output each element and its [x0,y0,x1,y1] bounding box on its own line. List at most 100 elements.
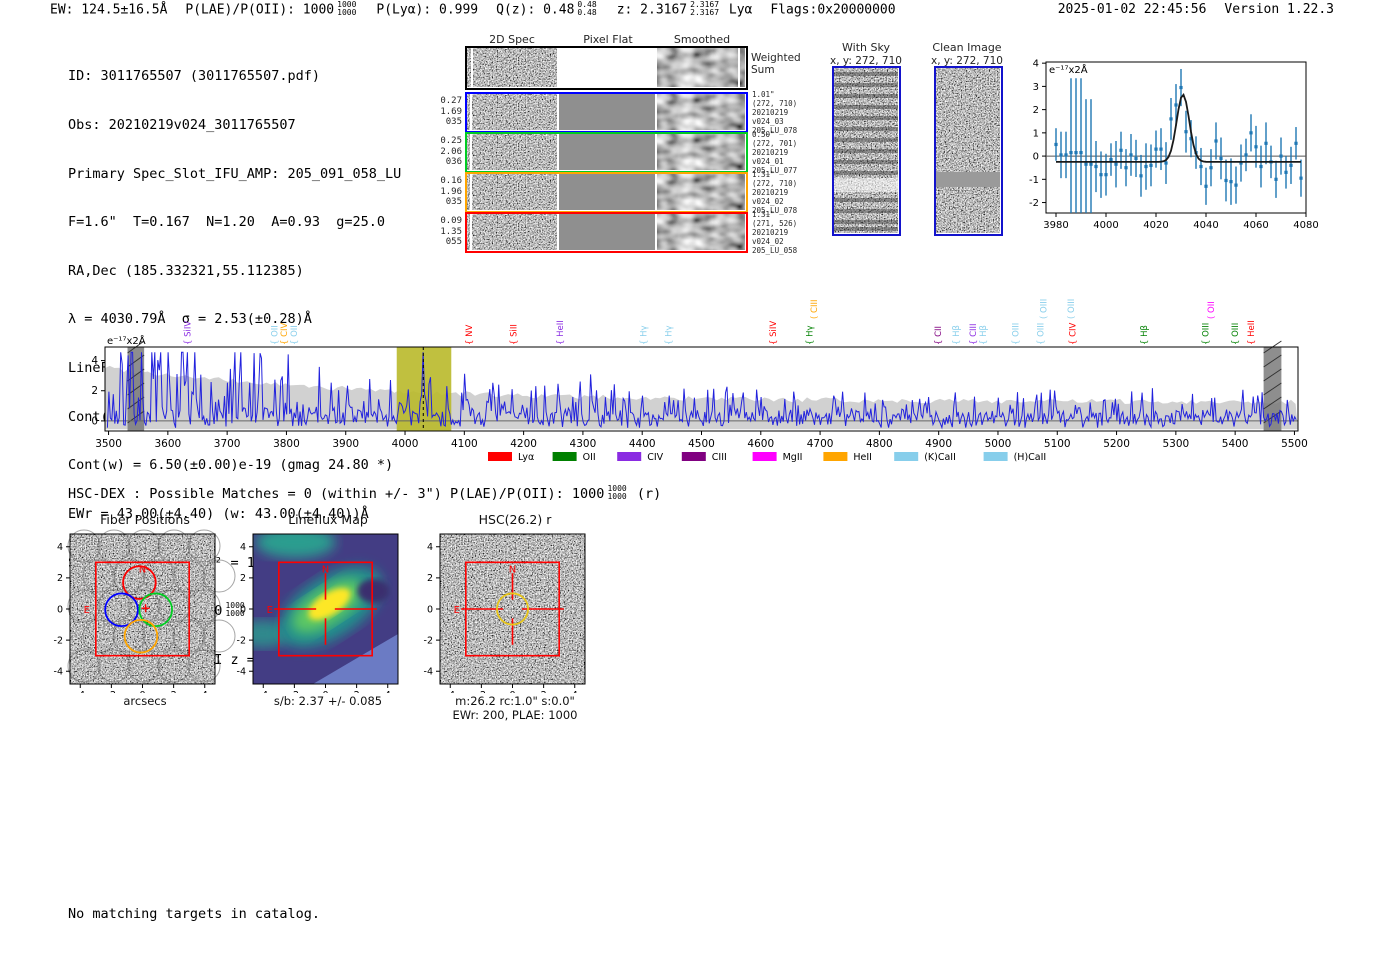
svg-text:{ OIII: { OIII [1201,323,1211,345]
spec2d-row-left-label: 0.27 1.69 035 [440,96,462,127]
spec2d-row-right-label: 1.01" (272, 710) 20210219 v024_03 205_LU_078 [752,90,798,135]
svg-text:( CIII: ( CIII [810,300,820,319]
catalog-match-note: No matching targets in catalog. Row inte… [68,876,320,953]
svg-text:0: 0 [240,604,246,615]
spec2d-row [465,132,748,173]
svg-text:{ Hβ: { Hβ [952,325,962,345]
svg-text:( OIII: ( OIII [1067,299,1077,319]
svg-text:4000: 4000 [1093,220,1118,231]
weighted-sum-row [465,46,748,90]
svg-text:E: E [267,605,273,616]
svg-text:4100: 4100 [451,438,478,450]
fiber-positions-panel: -4 -2 0 2 4 -4 -2 0 2 4 N E [54,529,236,693]
ew-value: EW: 124.5±16.5Å [50,2,168,18]
svg-text:(K)CaII: (K)CaII [924,452,956,463]
svg-text:{ CIV: { CIV [1069,322,1079,345]
svg-text:3900: 3900 [332,438,359,450]
svg-text:-2: -2 [237,635,246,646]
svg-text:4: 4 [240,542,246,553]
svg-text:4: 4 [57,542,63,553]
z-value: z: 2.3167 [616,2,688,18]
info-plae-fraction: 1000 1000 [225,601,245,619]
svg-text:{ Hγ: { Hγ [664,325,674,345]
hsc-r-panel: -4 -2 0 2 4 -4 -2 0 2 4 N E [424,533,586,693]
spec2d-row-left-label: 0.16 1.96 035 [440,176,462,207]
spec2d-row-left-label: 0.25 2.06 036 [440,136,462,167]
info-ifu-amp: Primary Spec_Slot_IFU_AMP: 205_091_058_L… [68,165,402,182]
svg-text:-4: -4 [76,690,85,693]
lineflux-map-xlabel: s/b: 2.37 +/- 0.085 [273,694,383,708]
info-ra-dec: RA,Dec (185.332321,55.112385) [68,262,304,279]
svg-text:CIV: CIV [647,452,663,463]
svg-text:{ OII: { OII [290,325,300,345]
svg-text:0: 0 [91,415,98,427]
svg-text:{ CIII: { CIII [969,323,979,345]
svg-text:{ CIV: { CIV [280,322,290,345]
svg-text:0: 0 [139,690,145,693]
svg-text:{ Hγ: { Hγ [639,325,649,345]
svg-text:0: 0 [57,604,63,615]
svg-text:( OII: ( OII [1207,301,1217,319]
spec2d-row-left-label: 0.09 1.35 055 [440,216,462,247]
col-title-smoothed: Smoothed [673,33,731,46]
hsc-dex-fraction: 1000 1000 [607,484,627,501]
header-summary-line: EW: 124.5±16.5Å P(LAE)/P(OII): 1000 1000 10… [50,1,896,18]
svg-text:-2: -2 [1029,198,1039,209]
svg-text:2: 2 [427,573,433,584]
svg-text:2: 2 [541,690,547,693]
clean-image-title: Clean Image x, y: 272, 710 [931,41,1003,67]
svg-text:Lyα: Lyα [518,452,534,463]
line-type-label: Lyα [728,2,753,18]
weighted-sum-label: Weighted Sum [751,52,801,76]
svg-text:{ CII: { CII [934,326,944,345]
svg-text:{ NV: { NV [465,325,475,345]
svg-text:5200: 5200 [1103,438,1130,450]
spec2d-row [465,212,748,253]
report-date: 2025-01-02 22:45:56 [1057,2,1207,17]
svg-text:4900: 4900 [925,438,952,450]
svg-text:4080: 4080 [1293,220,1318,231]
svg-text:4600: 4600 [747,438,774,450]
svg-text:{ Hβ: { Hβ [979,325,989,345]
svg-text:2: 2 [240,573,246,584]
svg-text:4300: 4300 [570,438,597,450]
svg-text:-4: -4 [54,667,63,678]
svg-text:{ SiIV: { SiIV [183,321,193,345]
with-sky-image [832,66,901,236]
lineflux-map-title: Lineflux Map [288,512,368,527]
svg-text:0: 0 [427,604,433,615]
info-wavelength: λ = 4030.79Å σ = 2.53(±0.28)Å [68,311,312,328]
plae-poii-value: P(LAE)/P(OII): 1000 [185,2,335,18]
svg-text:4000: 4000 [392,438,419,450]
spec2d-row [465,92,748,133]
with-sky-title: With Sky x, y: 272, 710 [830,41,902,67]
svg-text:{ OIII: { OIII [1231,323,1241,345]
svg-text:( OIII: ( OIII [1040,299,1050,319]
svg-text:0: 0 [509,690,515,693]
svg-text:-2: -2 [290,690,299,693]
svg-text:4: 4 [202,690,208,693]
svg-text:{ Hγ: { Hγ [805,325,815,345]
footer-line-1: No matching targets in catalog. [68,906,320,922]
report-version: Version 1.22.3 [1224,2,1334,17]
svg-text:OII: OII [583,452,596,463]
svg-text:5300: 5300 [1162,438,1189,450]
svg-text:0: 0 [1033,152,1039,163]
svg-text:3980: 3980 [1043,220,1068,231]
svg-text:N: N [322,564,329,575]
svg-text:4700: 4700 [807,438,834,450]
svg-text:{ HeII: { HeII [1247,320,1257,345]
svg-text:2: 2 [57,573,63,584]
svg-text:0: 0 [322,690,328,693]
svg-text:4060: 4060 [1243,220,1268,231]
svg-text:{ OIII: { OIII [1012,323,1022,345]
svg-text:5000: 5000 [985,438,1012,450]
svg-text:-4: -4 [237,667,246,678]
svg-text:2: 2 [171,690,177,693]
qz-value: Q(z): 0.48 [496,2,575,18]
svg-text:3: 3 [1033,82,1039,93]
svg-text:N: N [509,564,516,575]
svg-text:4: 4 [427,542,433,553]
spec2d-row [465,172,748,213]
hsc-dex-summary: HSC-DEX : Possible Matches = 0 (within +… [68,484,662,503]
